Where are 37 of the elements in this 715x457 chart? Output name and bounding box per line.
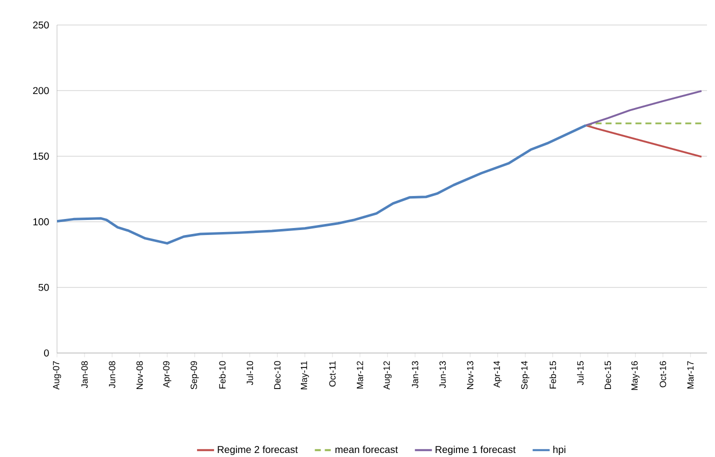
y-tick-label: 150 bbox=[33, 152, 49, 160]
x-tick-label: Jul-10 bbox=[246, 361, 254, 386]
x-tick-label: Feb-15 bbox=[549, 361, 556, 388]
x-tick-label: Aug-07 bbox=[52, 361, 62, 390]
x-tick-label: Jul-15 bbox=[577, 361, 584, 386]
line-series bbox=[57, 124, 588, 245]
x-tick-label: Jun-08 bbox=[108, 361, 116, 388]
legend-label: mean forecast bbox=[335, 446, 398, 454]
legend-label: Regime 2 forecast bbox=[218, 446, 298, 456]
legend-label: Regime 1 forecast bbox=[436, 446, 516, 456]
x-tick-label: May-16 bbox=[631, 361, 640, 390]
x-tick-label: Jan-08 bbox=[81, 361, 88, 388]
x-tick-label: May-11 bbox=[300, 361, 309, 390]
x-tick-label: Jan-13 bbox=[412, 361, 418, 388]
x-tick-label: Apr-09 bbox=[163, 361, 172, 388]
y-tick-label: 200 bbox=[33, 87, 49, 94]
y-tick-label: 250 bbox=[33, 21, 49, 29]
x-tick-label: Nov-08 bbox=[136, 361, 143, 389]
x-tick-label: Oct-16 bbox=[660, 361, 666, 388]
x-tick-label: Apr-14 bbox=[494, 361, 502, 388]
x-tick-label: Mar-17 bbox=[687, 361, 694, 388]
legend-label: hpi bbox=[553, 446, 566, 456]
x-tick-label: Nov-13 bbox=[466, 361, 474, 389]
x-tick-label: Dec-10 bbox=[274, 361, 281, 389]
y-tick-label: 100 bbox=[33, 218, 49, 226]
line-series bbox=[584, 124, 702, 158]
x-tick-label: Sep-14 bbox=[521, 361, 530, 390]
x-tick-label: Feb-10 bbox=[218, 361, 226, 388]
x-tick-label: Oct-11 bbox=[329, 361, 336, 387]
x-tick-label: Sep-09 bbox=[190, 361, 199, 390]
y-tick-label: 0 bbox=[44, 349, 49, 357]
x-tick-label: Dec-15 bbox=[604, 361, 611, 389]
x-tick-label: Mar-12 bbox=[356, 361, 364, 388]
x-tick-label: Jun-13 bbox=[439, 361, 446, 388]
y-tick-label: 50 bbox=[38, 284, 49, 291]
line-series bbox=[584, 90, 702, 126]
x-tick-label: Aug-12 bbox=[383, 361, 392, 390]
